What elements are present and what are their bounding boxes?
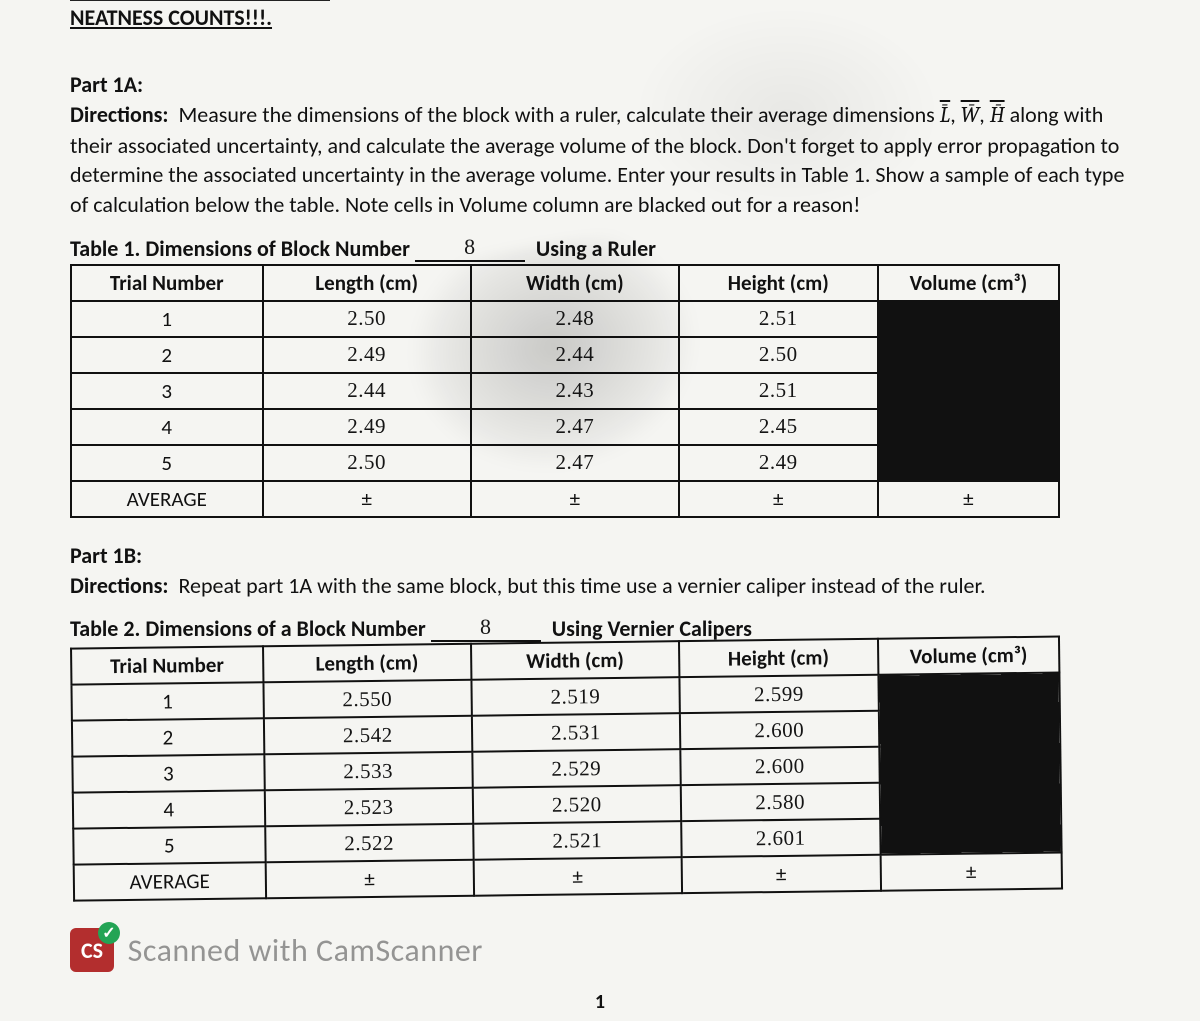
trial-cell: 1 — [71, 683, 263, 721]
length-cell: 2.550 — [263, 680, 472, 719]
table2-h-volume: Volume (cm³) — [878, 637, 1060, 675]
table1-caption: Table 1. Dimensions of Block Number 8 Us… — [70, 234, 1130, 262]
length-cell: 2.533 — [264, 752, 473, 791]
directions-text: Repeat part 1A with the same block, but … — [178, 572, 985, 599]
width-cell: 2.529 — [472, 750, 680, 789]
width-cell: 2.48 — [471, 301, 679, 337]
table1-caption-right: Using a Ruler — [536, 235, 656, 262]
table2-h-width: Width (cm) — [471, 642, 679, 681]
camscanner-watermark: Scanned with CamScanner — [128, 931, 483, 970]
average-label: AVERAGE — [74, 863, 266, 901]
trial-cell: 3 — [71, 373, 263, 409]
width-cell: 2.519 — [471, 678, 679, 717]
avg-W: W̄ — [961, 102, 980, 128]
table-row: 1 2.50 2.48 2.51 — [71, 301, 1059, 337]
trial-cell: 2 — [71, 337, 263, 373]
check-icon: ✓ — [98, 922, 120, 944]
avg-H: H̄ — [990, 102, 1005, 128]
avg-width: ± — [473, 858, 681, 897]
trial-cell: 5 — [71, 445, 263, 481]
length-cell: 2.542 — [263, 716, 472, 755]
avg-width: ± — [471, 481, 679, 517]
trial-cell: 2 — [72, 719, 264, 757]
width-cell: 2.43 — [471, 373, 679, 409]
footer: CS ✓ Scanned with CamScanner — [70, 928, 1130, 972]
table1-average-row: AVERAGE ± ± ± ± — [71, 481, 1059, 517]
camscanner-badge-icon: CS ✓ — [70, 928, 114, 972]
part1b-directions: Directions: Repeat part 1A with the same… — [70, 571, 1130, 601]
table2-h-height: Height (cm) — [679, 639, 878, 677]
volume-blackout — [878, 301, 1059, 481]
table1-h-volume: Volume (cm³) — [878, 265, 1059, 301]
trial-cell: 3 — [72, 755, 264, 793]
height-cell: 2.601 — [681, 819, 880, 857]
width-cell: 2.520 — [473, 786, 681, 825]
length-cell: 2.523 — [264, 788, 473, 827]
height-cell: 2.51 — [679, 301, 878, 337]
table2-caption-left: Table 2. Dimensions of a Block Number — [70, 615, 426, 642]
directions-label: Directions: — [70, 572, 168, 599]
height-cell: 2.599 — [679, 675, 878, 713]
length-cell: 2.49 — [263, 337, 471, 373]
width-cell: 2.47 — [471, 409, 679, 445]
avg-volume: ± — [878, 481, 1059, 517]
width-cell: 2.521 — [473, 822, 681, 861]
table1-h-width: Width (cm) — [471, 265, 679, 301]
part1a-directions: Directions: Measure the dimensions of th… — [70, 100, 1130, 220]
table1-h-height: Height (cm) — [679, 265, 878, 301]
height-cell: 2.600 — [680, 711, 879, 749]
page-number: 1 — [70, 990, 1130, 1014]
table1-caption-left: Table 1. Dimensions of Block Number — [70, 235, 410, 262]
trial-cell: 5 — [73, 827, 265, 865]
trial-cell: 4 — [73, 791, 265, 829]
height-cell: 2.51 — [679, 373, 878, 409]
avg-height: ± — [681, 855, 880, 893]
width-cell: 2.44 — [471, 337, 679, 373]
width-cell: 2.47 — [471, 445, 679, 481]
height-cell: 2.49 — [679, 445, 878, 481]
height-cell: 2.600 — [680, 747, 879, 785]
length-cell: 2.50 — [263, 445, 471, 481]
height-cell: 2.45 — [679, 409, 878, 445]
trial-cell: 4 — [71, 409, 263, 445]
average-label: AVERAGE — [71, 481, 263, 517]
table1-h-trial: Trial Number — [71, 265, 263, 301]
table2: Trial Number Length (cm) Width (cm) Heig… — [70, 636, 1063, 902]
cs-text: CS — [81, 937, 103, 964]
length-cell: 2.49 — [263, 409, 471, 445]
table2-h-length: Length (cm) — [263, 644, 472, 683]
table1: Trial Number Length (cm) Width (cm) Heig… — [70, 264, 1060, 518]
length-cell: 2.44 — [263, 373, 471, 409]
part1a-title: Part 1A: — [70, 71, 1130, 98]
avg-length: ± — [263, 481, 471, 517]
table1-header-row: Trial Number Length (cm) Width (cm) Heig… — [71, 265, 1059, 301]
avg-height: ± — [679, 481, 878, 517]
table1-block-number: 8 — [415, 234, 525, 262]
trial-cell: 1 — [71, 301, 263, 337]
avg-L: L̄ — [940, 102, 950, 128]
directions-label: Directions: — [70, 101, 168, 128]
part1b-title: Part 1B: — [70, 542, 1130, 569]
header-neatness: NEATNESS COUNTS!!!. — [70, 0, 330, 31]
table1-h-length: Length (cm) — [263, 265, 471, 301]
table2-caption-right: Using Vernier Calipers — [552, 615, 752, 642]
volume-blackout — [878, 673, 1061, 855]
height-cell: 2.580 — [681, 783, 880, 821]
table2-h-trial: Trial Number — [71, 647, 263, 685]
height-cell: 2.50 — [679, 337, 878, 373]
directions-text-1: Measure the dimensions of the block with… — [178, 101, 939, 128]
avg-volume: ± — [880, 853, 1062, 891]
avg-length: ± — [265, 860, 474, 899]
table2-block-number: 8 — [431, 614, 541, 642]
length-cell: 2.522 — [265, 824, 474, 863]
width-cell: 2.531 — [472, 714, 680, 753]
length-cell: 2.50 — [263, 301, 471, 337]
